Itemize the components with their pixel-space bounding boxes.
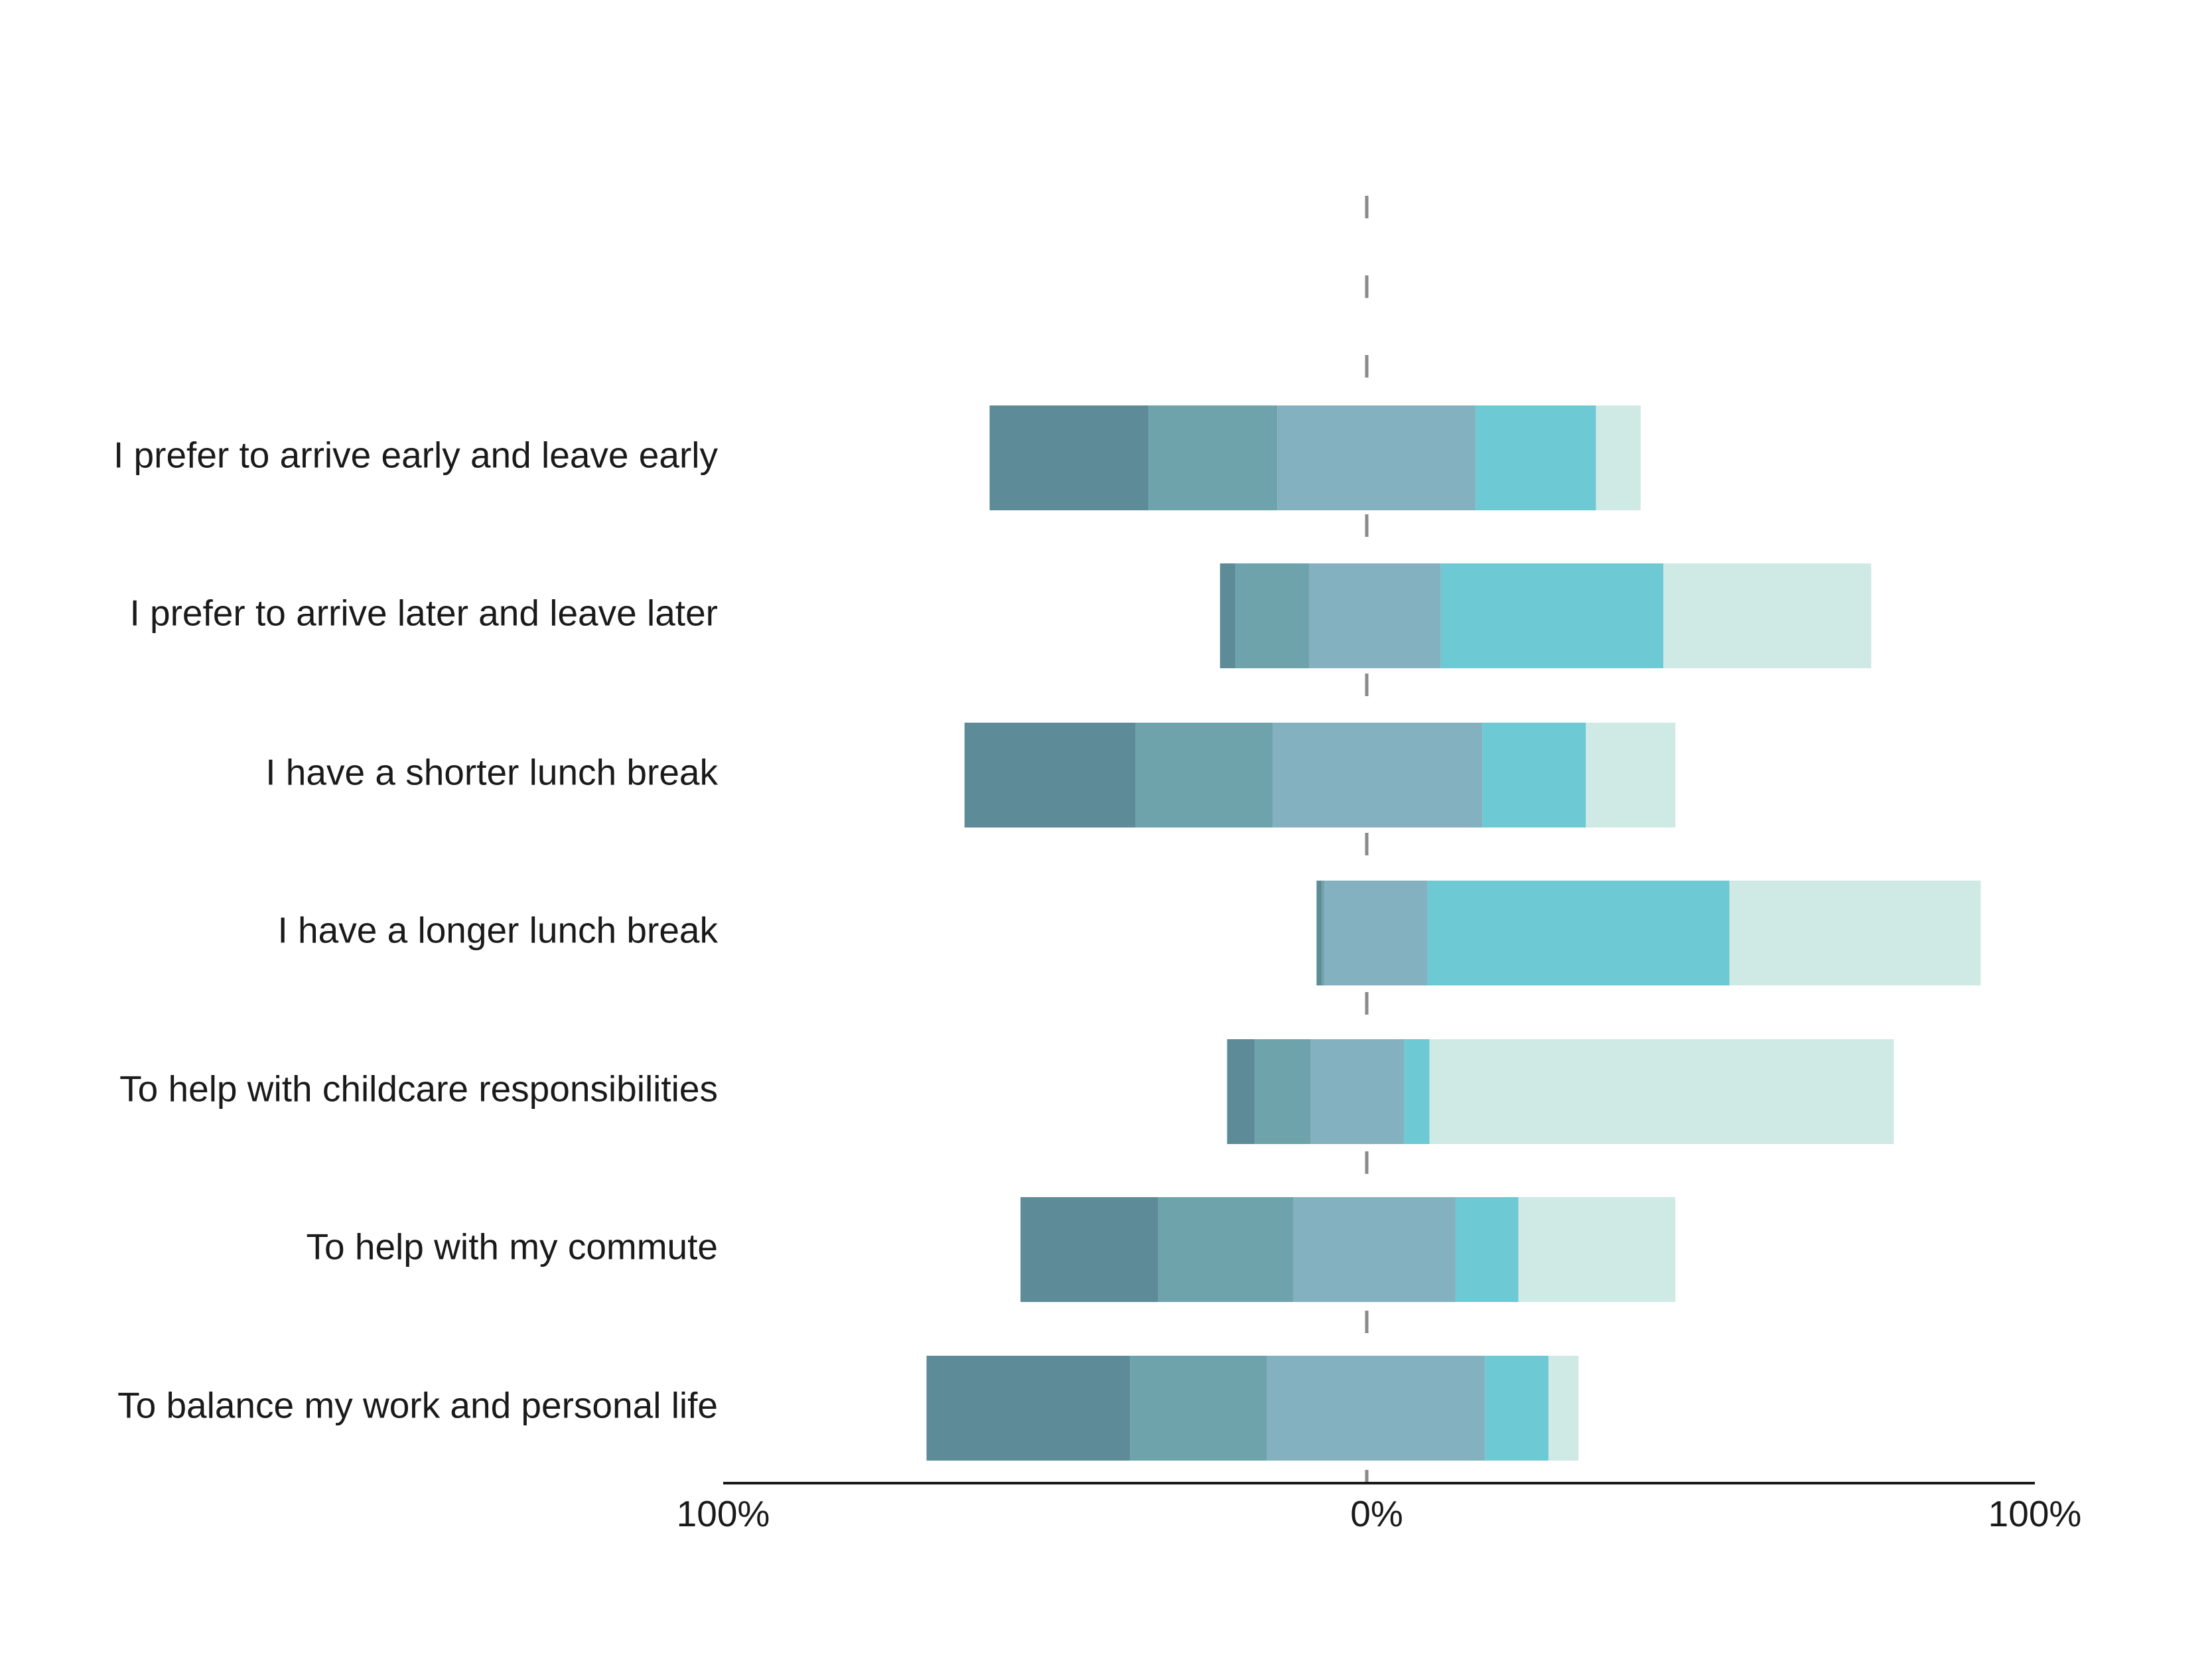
bar-segment-row-2-series-4 xyxy=(1482,723,1586,828)
bar-segment-row-5-series-1 xyxy=(1158,1197,1294,1302)
bar-segment-row-6-series-0 xyxy=(926,1356,1131,1461)
bar-segment-row-1-series-0 xyxy=(1219,563,1236,668)
bar-segment-row-6-series-1 xyxy=(1130,1356,1267,1461)
bar-segment-row-5-series-0 xyxy=(1020,1197,1158,1302)
bar-segment-row-3-series-0 xyxy=(1316,881,1322,985)
bar-segment-row-2-series-2 xyxy=(1273,723,1367,828)
bar-segment-row-5-series-2 xyxy=(1293,1197,1367,1302)
bar-segment-row-2-series-5 xyxy=(1586,723,1676,828)
category-label: To help with my commute xyxy=(307,1226,719,1267)
bar-segment-row-0-series-5 xyxy=(1596,405,1641,510)
bar-segment-row-1-series-3 xyxy=(1367,563,1441,668)
bar-segment-row-3-series-2 xyxy=(1324,881,1367,985)
bar-segment-row-3-series-1 xyxy=(1322,881,1324,985)
bar-segment-row-2-series-0 xyxy=(964,723,1136,828)
x-tick-label: 0% xyxy=(1350,1493,1403,1534)
bar-segment-row-1-series-5 xyxy=(1663,563,1872,668)
category-label: I have a shorter lunch break xyxy=(265,752,718,793)
category-label: I prefer to arrive later and leave later xyxy=(129,593,718,634)
bar-segment-row-4-series-1 xyxy=(1255,1039,1311,1144)
bar-segment-row-3-series-3 xyxy=(1367,881,1428,985)
bar-segment-row-2-series-1 xyxy=(1135,723,1273,828)
x-tick-label: 100% xyxy=(1988,1493,2082,1534)
bar-segment-row-5-series-3 xyxy=(1367,1197,1456,1302)
bar-segment-row-5-series-5 xyxy=(1518,1197,1676,1302)
bars xyxy=(926,405,1981,1461)
bar-segment-row-0-series-0 xyxy=(989,405,1149,510)
bar-segment-row-0-series-3 xyxy=(1367,405,1476,510)
bar-segment-row-0-series-1 xyxy=(1148,405,1278,510)
bar-segment-row-6-series-5 xyxy=(1548,1356,1579,1461)
bar-segment-row-0-series-4 xyxy=(1476,405,1596,510)
bar-segment-row-1-series-1 xyxy=(1235,563,1310,668)
bar-segment-row-6-series-3 xyxy=(1367,1356,1486,1461)
bar-segment-row-4-series-2 xyxy=(1310,1039,1367,1144)
bar-segment-row-4-series-5 xyxy=(1429,1039,1894,1144)
bar-segment-row-1-series-2 xyxy=(1309,563,1367,668)
bar-segment-row-4-series-3 xyxy=(1367,1039,1405,1144)
bar-segment-row-4-series-4 xyxy=(1404,1039,1430,1144)
bar-segment-row-1-series-4 xyxy=(1440,563,1664,668)
bar-segment-row-2-series-3 xyxy=(1367,723,1483,828)
bar-segment-row-3-series-5 xyxy=(1729,881,1981,985)
bar-segment-row-6-series-4 xyxy=(1485,1356,1549,1461)
bar-segment-row-3-series-4 xyxy=(1427,881,1730,985)
bar-segment-row-0-series-2 xyxy=(1277,405,1367,510)
bar-segment-row-4-series-0 xyxy=(1227,1039,1255,1144)
category-labels: I prefer to arrive early and leave early… xyxy=(113,435,718,1426)
category-label: I prefer to arrive early and leave early xyxy=(113,435,718,476)
bar-segment-row-5-series-4 xyxy=(1455,1197,1519,1302)
x-tick-labels: 100% 0% 100% xyxy=(677,1493,2082,1534)
x-tick-label: 100% xyxy=(677,1493,770,1534)
category-label: I have a longer lunch break xyxy=(278,910,719,951)
category-label: To help with childcare responsibilities xyxy=(119,1068,718,1110)
bar-segment-row-6-series-2 xyxy=(1267,1356,1367,1461)
category-label: To balance my work and personal life xyxy=(117,1385,718,1426)
